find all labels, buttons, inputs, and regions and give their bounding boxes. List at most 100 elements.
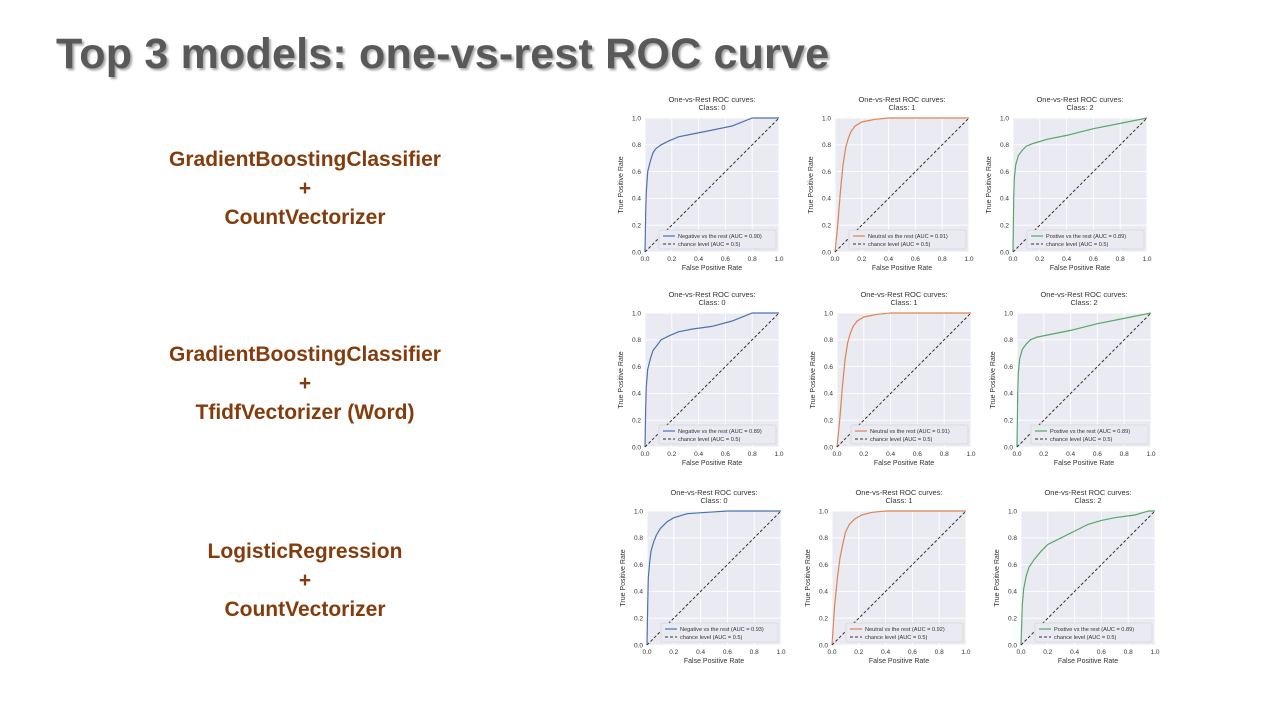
chart-subtitle: Class: 0 (698, 298, 725, 307)
y-tick-label: 0.2 (1008, 616, 1017, 623)
legend-label: chance level (AUC = 0.5) (868, 242, 930, 248)
model-classifier: GradientBoostingClassifier (169, 148, 441, 171)
chart-title: One-vs-Rest ROC curves: (1044, 488, 1131, 497)
legend-label: Postive vs the rest (AUC = 0.89) (1050, 429, 1130, 435)
y-tick-label: 0.4 (634, 589, 643, 596)
x-tick-label: 0.6 (908, 649, 917, 656)
model-vectorizer: TfidfVectorizer (Word) (195, 401, 415, 424)
y-tick-label: 0.6 (1000, 169, 1009, 176)
chart-subtitle: Class: 2 (1066, 103, 1093, 112)
legend-box (658, 424, 777, 445)
model-plus: + (298, 177, 312, 200)
y-tick-label: 0.2 (634, 616, 643, 623)
x-tick-label: 1.0 (774, 451, 783, 458)
roc-curve-line (1020, 510, 1155, 646)
model-label-2: GradientBoostingClassifier + TfidfVector… (130, 340, 480, 427)
x-tick-label: 1.0 (776, 649, 785, 656)
x-tick-label: 0.4 (1070, 649, 1079, 656)
x-tick-label: 1.0 (1142, 256, 1151, 263)
y-tick-label: 0.4 (822, 196, 831, 203)
roc-chart-gbc-count-class-1: One-vs-Rest ROC curves:Class: 1 0.00.0 0.2… (808, 95, 974, 272)
legend-label: chance level (AUC = 0.5) (1050, 437, 1112, 443)
y-axis-label: True Positive Rate (986, 156, 993, 213)
x-tick-label: 0.8 (1116, 256, 1125, 263)
x-tick-label: 0.8 (940, 451, 949, 458)
y-tick-label: 1.0 (824, 310, 833, 317)
chance-level-line (1020, 510, 1156, 646)
y-tick-label: 1.0 (1000, 115, 1009, 122)
x-axis-label: False Positive Rate (682, 460, 742, 467)
x-tick-label: 0.0 (640, 451, 649, 458)
legend-label: Negative vs the rest (AUC = 0.93) (680, 627, 764, 633)
model-label-1: GradientBoostingClassifier + CountVector… (130, 145, 480, 232)
y-tick-label: 0.8 (824, 337, 833, 344)
x-tick-label: 0.6 (1089, 256, 1098, 263)
y-tick-label: 0.6 (822, 169, 831, 176)
y-tick-label: 0.0 (632, 249, 641, 256)
x-tick-label: 0.8 (748, 451, 757, 458)
model-plus: + (298, 372, 312, 395)
y-tick-label: 1.0 (1008, 508, 1017, 515)
x-tick-label: 0.8 (938, 256, 947, 263)
roc-chart-gbc-tfidf-class-0: One-vs-Rest ROC curves:Class: 0 0.00.0 0.2… (618, 290, 784, 467)
y-tick-label: 0.4 (632, 196, 641, 203)
chance-level-line (1012, 117, 1148, 253)
x-tick-label: 0.6 (911, 256, 920, 263)
y-axis-label: True Positive Rate (810, 351, 817, 408)
x-tick-label: 0.6 (721, 256, 730, 263)
y-tick-label: 0.6 (819, 562, 828, 569)
roc-curve-line (644, 117, 779, 253)
roc-curve-line (834, 117, 969, 253)
legend-label: Neutral vs the rest (AUC = 0.91) (868, 234, 948, 240)
legend-label: chance level (AUC = 0.5) (1046, 242, 1108, 248)
legend-label: chance level (AUC = 0.5) (678, 242, 740, 248)
y-tick-label: 0.8 (822, 142, 831, 149)
legend-label: chance level (AUC = 0.5) (1054, 635, 1116, 641)
x-tick-label: 0.4 (881, 649, 890, 656)
x-axis-label: False Positive Rate (874, 460, 934, 467)
legend-label: Neutral vs the rest (AUC = 0.91) (870, 429, 950, 435)
y-tick-label: 0.0 (822, 249, 831, 256)
legend-box (850, 424, 969, 445)
y-tick-label: 0.8 (634, 535, 643, 542)
x-tick-label: 0.4 (884, 256, 893, 263)
x-tick-label: 0.2 (859, 451, 868, 458)
y-tick-label: 0.6 (632, 364, 641, 371)
model-plus: + (298, 569, 312, 592)
x-axis-label: False Positive Rate (684, 658, 744, 665)
legend-label: Postive vs the rest (AUC = 0.89) (1046, 234, 1126, 240)
x-tick-label: 0.4 (1062, 256, 1071, 263)
y-tick-label: 0.0 (1008, 642, 1017, 649)
legend-label: Negative vs the rest (AUC = 0.89) (678, 429, 762, 435)
x-axis-label: False Positive Rate (1050, 265, 1110, 272)
legend-label: chance level (AUC = 0.5) (865, 635, 927, 641)
x-tick-label: 0.8 (935, 649, 944, 656)
x-tick-label: 0.4 (694, 256, 703, 263)
legend-box (848, 229, 967, 250)
x-tick-label: 0.2 (857, 256, 866, 263)
slide-title: Top 3 models: one-vs-rest ROC curve (56, 30, 830, 78)
x-tick-label: 1.0 (1150, 649, 1159, 656)
chart-subtitle: Class: 1 (888, 103, 915, 112)
roc-chart-lr-count-class-1: One-vs-Rest ROC curves:Class: 1 0.00.0 0.2… (805, 488, 971, 665)
y-tick-label: 1.0 (632, 310, 641, 317)
y-tick-label: 1.0 (1004, 310, 1013, 317)
y-tick-label: 0.6 (632, 169, 641, 176)
legend-label: Negative vs the rest (AUC = 0.90) (678, 234, 762, 240)
y-tick-label: 0.2 (1000, 223, 1009, 230)
y-tick-label: 0.0 (1000, 249, 1009, 256)
y-tick-label: 1.0 (634, 508, 643, 515)
y-tick-label: 0.4 (819, 589, 828, 596)
legend-box (1030, 424, 1149, 445)
y-tick-label: 0.0 (819, 642, 828, 649)
x-tick-label: 0.6 (1093, 451, 1102, 458)
chart-title: One-vs-Rest ROC curves: (858, 95, 945, 104)
x-tick-label: 0.0 (642, 649, 651, 656)
y-tick-label: 0.0 (634, 642, 643, 649)
x-tick-label: 0.8 (1124, 649, 1133, 656)
chart-title: One-vs-Rest ROC curves: (860, 290, 947, 299)
x-tick-label: 0.4 (886, 451, 895, 458)
legend-label: Postive vs the rest (AUC = 0.89) (1054, 627, 1134, 633)
y-tick-label: 0.8 (1004, 337, 1013, 344)
y-tick-label: 0.6 (1004, 364, 1013, 371)
